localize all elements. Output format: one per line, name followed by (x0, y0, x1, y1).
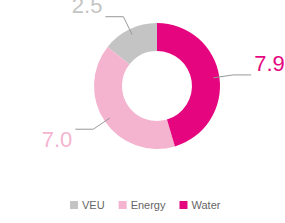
legend-swatch (119, 201, 127, 209)
slice (94, 47, 175, 149)
slice (157, 23, 220, 146)
legend-label: Energy (131, 199, 166, 211)
leader-line (213, 75, 251, 78)
leader-line (75, 118, 110, 129)
data-label: 2.5 (72, 0, 103, 18)
legend-swatch (179, 201, 187, 209)
data-label: 7.0 (42, 127, 73, 152)
data-label: 7.9 (254, 51, 285, 76)
slices (94, 23, 220, 149)
legend-item: VEU (70, 199, 105, 211)
leader-line (105, 17, 132, 35)
legend-item: Water (179, 199, 220, 211)
legend-item: Energy (119, 199, 166, 211)
legend: VEU Energy Water (70, 199, 221, 211)
legend-label: VEU (82, 199, 105, 211)
data-labels: 2.5 7.0 7.9 (42, 0, 285, 152)
chart: 2.5 7.0 7.9 VEU Energy Water (0, 0, 285, 223)
legend-label: Water (191, 199, 220, 211)
legend-swatch (70, 201, 78, 209)
